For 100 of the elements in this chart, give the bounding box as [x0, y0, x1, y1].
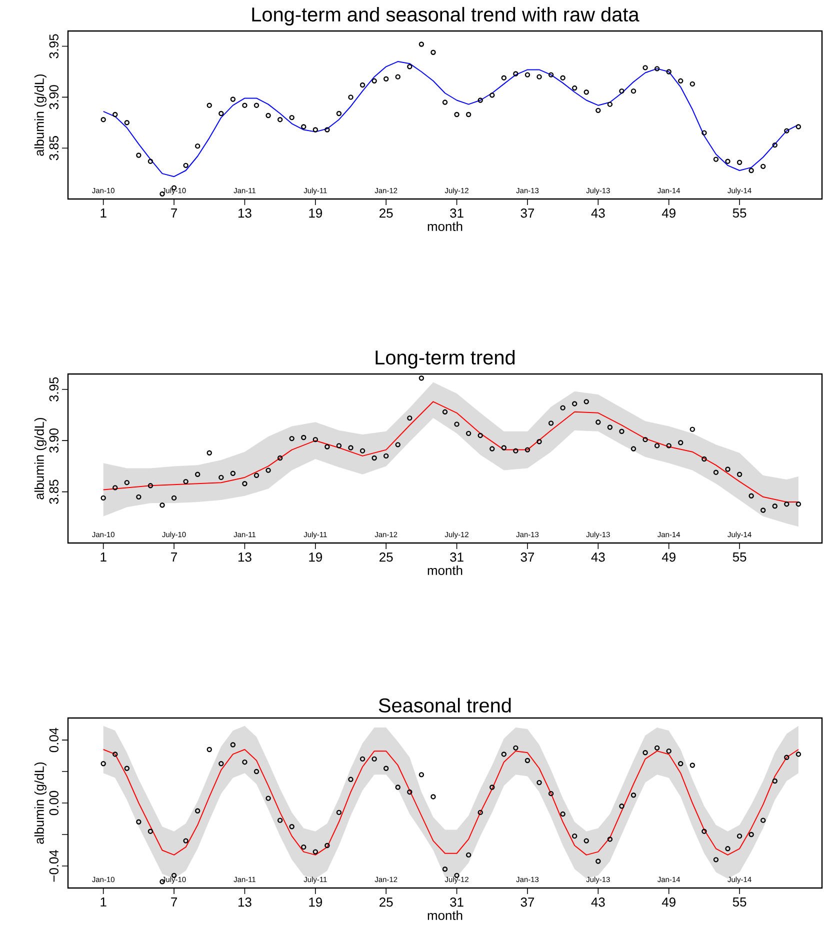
- point: [430, 794, 436, 800]
- point: [713, 156, 719, 162]
- line-series: [102, 61, 799, 178]
- point: [466, 430, 472, 436]
- point: [407, 789, 412, 795]
- point: [536, 74, 542, 80]
- chart-title: Long-term and seasonal trend with raw data: [252, 6, 640, 26]
- point: [607, 836, 613, 842]
- point: [713, 470, 719, 475]
- y-tick-label: 3.85: [49, 480, 58, 504]
- x-tick-label: 49: [662, 552, 676, 562]
- point: [454, 112, 460, 118]
- x-tick-label: 1: [100, 208, 106, 218]
- point: [642, 436, 648, 442]
- point: [277, 116, 283, 122]
- point: [513, 745, 518, 751]
- point: [289, 436, 294, 442]
- point: [336, 810, 342, 816]
- point: [524, 447, 530, 452]
- point: [796, 124, 802, 130]
- point: [148, 158, 154, 164]
- point: [772, 778, 778, 784]
- point: [560, 75, 566, 80]
- point: [784, 128, 790, 134]
- point: [148, 828, 154, 834]
- point: [136, 819, 142, 824]
- point: [301, 434, 306, 440]
- point: [124, 766, 130, 771]
- point: [372, 756, 377, 762]
- point: [407, 415, 412, 421]
- point: [548, 790, 554, 796]
- point: [690, 81, 696, 87]
- point: [736, 160, 742, 165]
- point: [100, 116, 106, 122]
- point: [524, 758, 530, 764]
- point: [312, 436, 318, 442]
- point: [312, 127, 318, 132]
- point: [548, 420, 554, 426]
- point: [654, 745, 660, 751]
- point: [736, 472, 742, 477]
- y-tick-label: 3.90: [49, 428, 58, 453]
- point: [596, 420, 601, 425]
- point: [642, 750, 648, 756]
- point: [713, 857, 719, 862]
- y-axis-title: albumin (g/dL): [34, 418, 46, 500]
- point: [630, 88, 636, 94]
- point: [360, 756, 366, 762]
- x-tick-label: 43: [591, 898, 605, 907]
- point: [324, 842, 330, 848]
- x-tick-label: 55: [732, 898, 746, 907]
- point: [654, 66, 660, 72]
- point: [289, 824, 294, 830]
- point: [206, 746, 212, 752]
- x-tick-label: 13: [238, 552, 252, 562]
- x-tick-label: 19: [309, 208, 322, 218]
- point: [666, 69, 672, 74]
- point: [490, 784, 495, 790]
- x-axis-title: month: [428, 222, 462, 232]
- point: [442, 100, 448, 105]
- x-tick-label: 43: [591, 552, 605, 562]
- point: [136, 152, 142, 158]
- point: [218, 110, 224, 116]
- point: [513, 448, 518, 454]
- point: [194, 143, 200, 149]
- point: [772, 142, 778, 148]
- point: [254, 768, 260, 774]
- point: [748, 168, 754, 174]
- point: [442, 866, 448, 872]
- point: [183, 838, 188, 844]
- point: [490, 92, 495, 98]
- x-tick-label: 13: [238, 208, 252, 218]
- y-tick-label: 3.95: [49, 34, 58, 58]
- point: [760, 164, 766, 170]
- y-tick-label: 0.04: [49, 728, 58, 752]
- x-tick-label: 7: [171, 552, 177, 562]
- point: [230, 96, 236, 102]
- point: [266, 796, 271, 801]
- x-tick-label: 49: [662, 208, 676, 218]
- point: [748, 493, 754, 498]
- point: [702, 456, 707, 462]
- point: [690, 762, 696, 768]
- point: [572, 401, 578, 406]
- point: [395, 784, 400, 790]
- point: [407, 64, 412, 70]
- point: [171, 495, 177, 501]
- point: [619, 88, 624, 94]
- point: [206, 450, 212, 456]
- point: [784, 754, 790, 760]
- point: [478, 810, 483, 816]
- point: [619, 428, 624, 434]
- point: [666, 443, 672, 448]
- point: [372, 455, 377, 461]
- point: [348, 445, 354, 450]
- y-axis-title: albumin (g/dL): [34, 74, 46, 156]
- point: [418, 376, 424, 381]
- x-tick-label: 1: [100, 552, 106, 562]
- point: [218, 474, 224, 480]
- point: [336, 443, 342, 448]
- point: [702, 130, 707, 136]
- point: [124, 480, 130, 486]
